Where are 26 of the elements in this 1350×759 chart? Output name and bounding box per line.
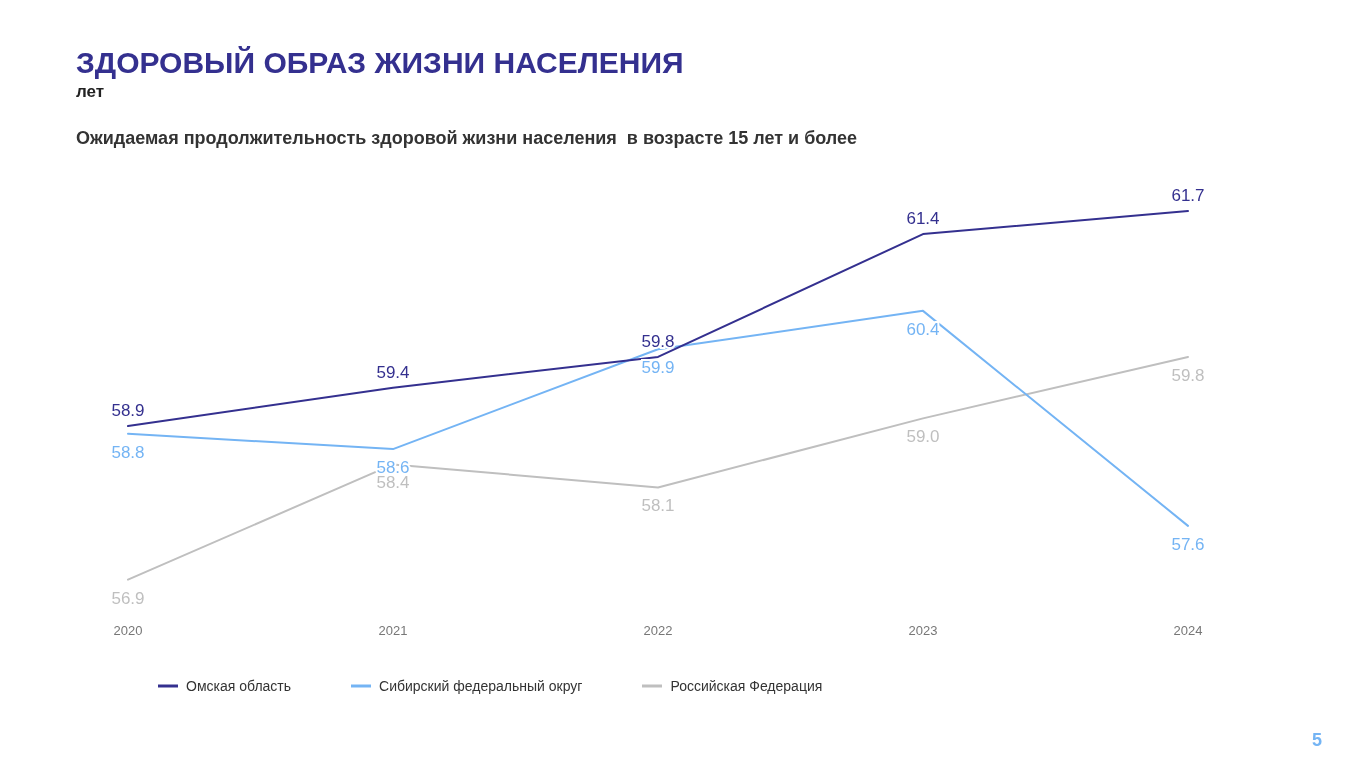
data-label: 59.8 [641,331,675,351]
data-label: 61.7 [1171,186,1205,206]
x-tick-label: 2022 [643,623,673,639]
legend-label: Сибирский федеральный округ [379,678,583,694]
data-label: 59.0 [906,427,940,447]
data-label: 59.9 [641,358,675,378]
data-label: 59.4 [376,362,410,382]
chart-subtitle: Ожидаемая продолжительность здоровой жизни населения в возрасте 15 лет и более [76,128,858,149]
data-label: 61.4 [906,209,940,229]
data-label: 58.1 [641,496,675,516]
data-label: 58.4 [376,473,410,493]
data-label: 60.4 [906,319,940,339]
chart-title: ЗДОРОВЫЙ ОБРАЗ ЖИЗНИ НАСЕЛЕНИЯ [76,46,684,80]
x-tick-label: 2021 [378,623,408,639]
data-label: 57.6 [1171,534,1205,554]
data-label: 59.8 [1171,365,1205,385]
x-tick-label: 2020 [113,623,143,639]
x-tick-label: 2023 [908,623,938,639]
data-label: 56.9 [111,588,145,608]
legend-label: Омская область [186,678,292,694]
legend-label: Российская Федерация [670,678,823,694]
text: 5 [1311,730,1322,751]
text: лет [76,82,105,102]
data-label: 58.8 [111,442,145,462]
x-tick-label: 2024 [1173,623,1203,639]
data-label: 58.9 [111,401,145,421]
